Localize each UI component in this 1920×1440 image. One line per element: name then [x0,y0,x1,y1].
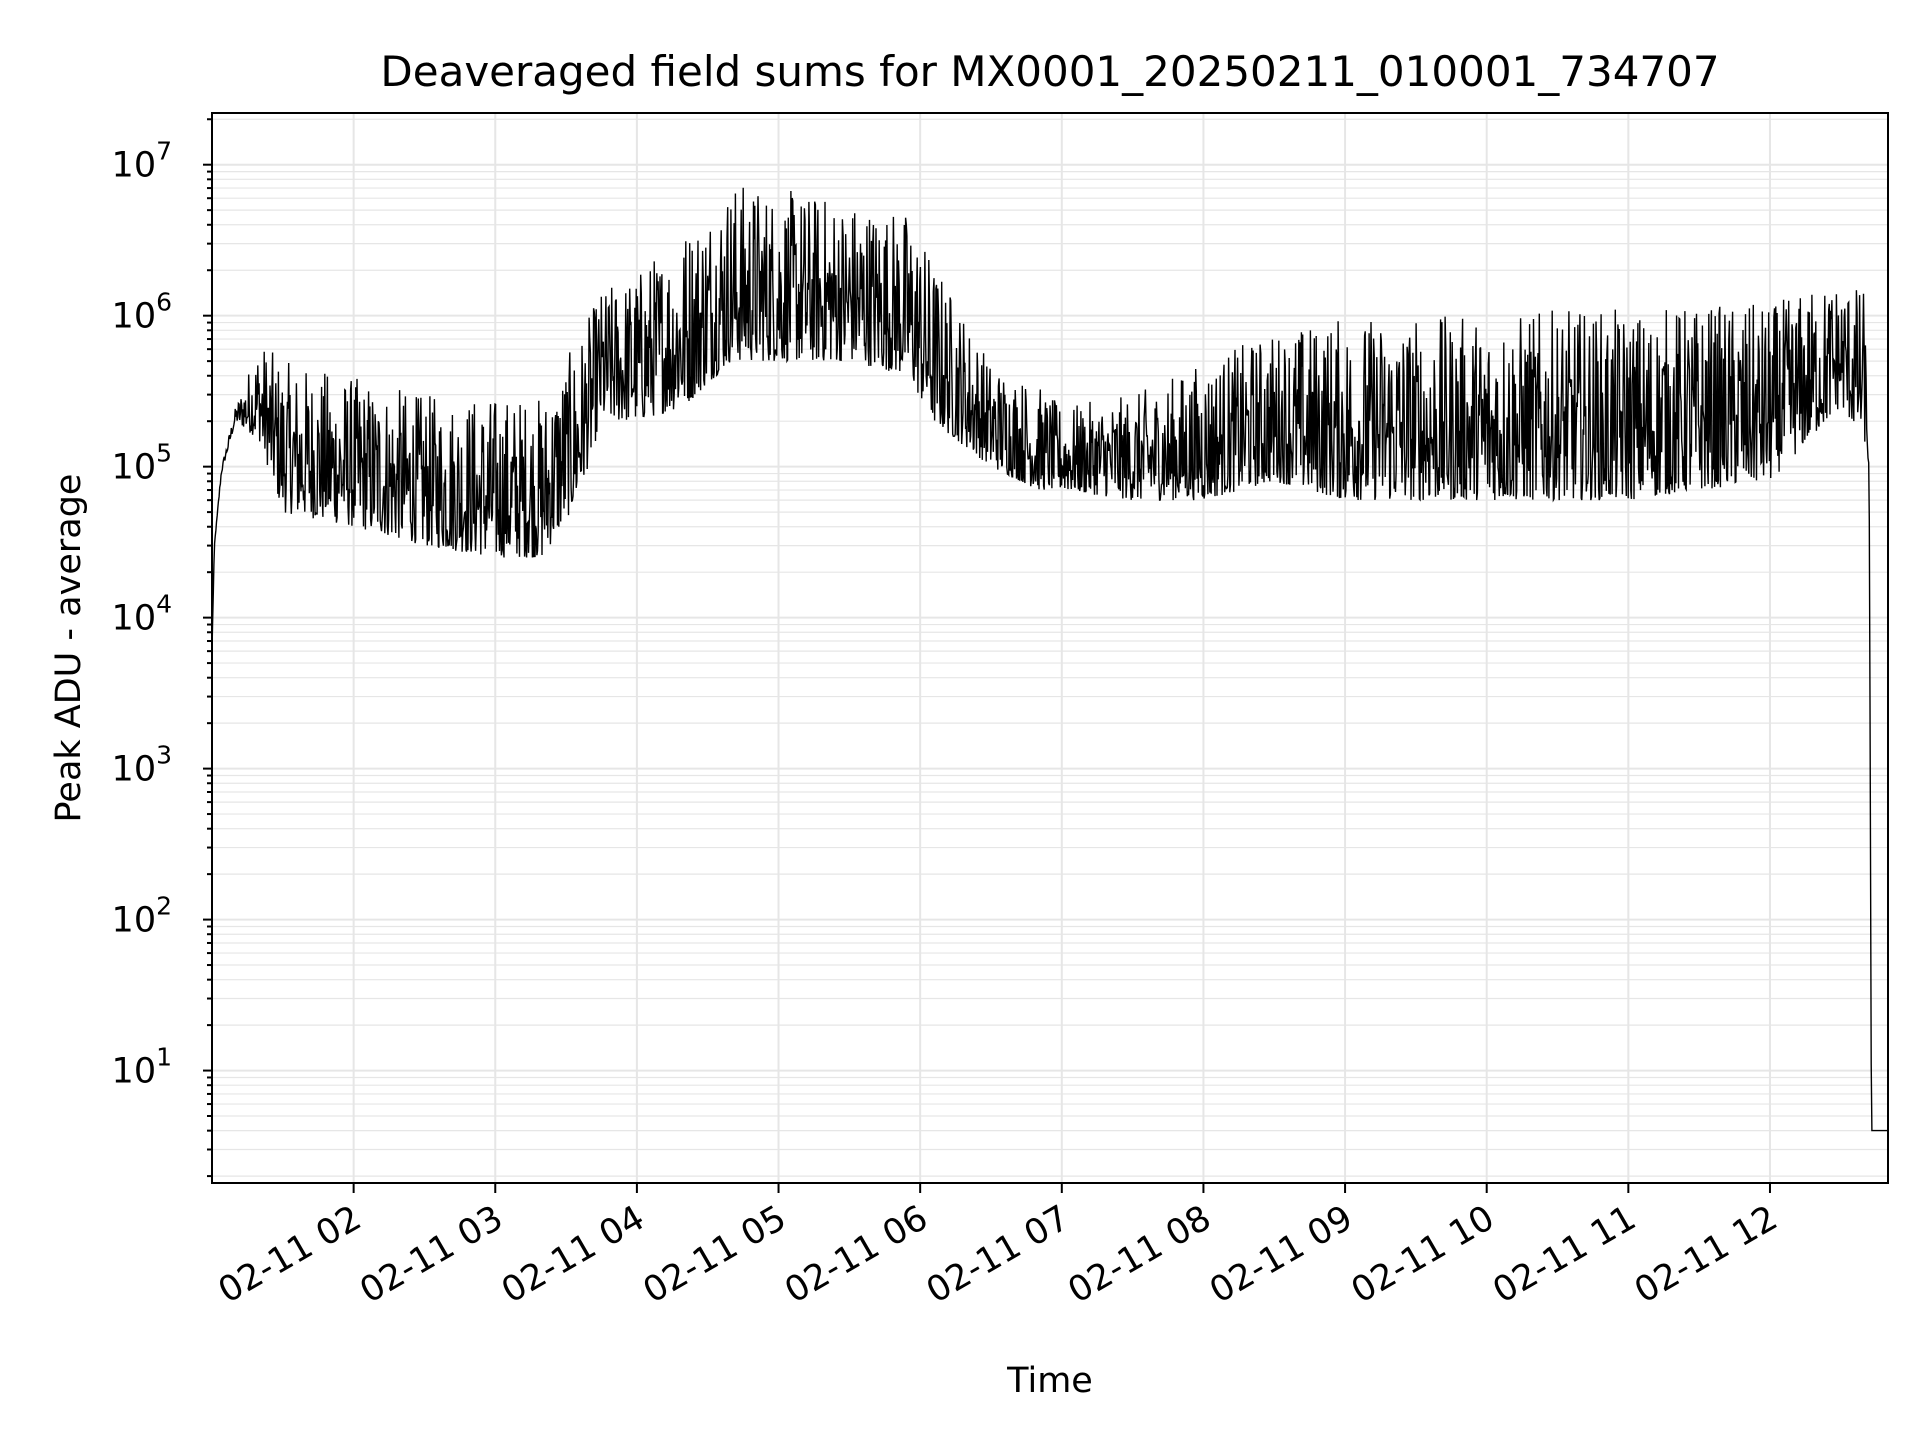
series-layer [211,187,1888,1132]
y-tick-label: 102 [112,892,172,941]
y-tick-label: 105 [112,439,172,488]
y-tick-label: 104 [112,590,172,639]
y-tick-label: 101 [112,1043,172,1092]
y-axis: 101 102 103 104 105 106 107 [112,118,212,1178]
y-tick-label: 103 [112,741,172,790]
plot-frame [211,112,1889,1184]
x-axis-label: Time [1006,1361,1093,1401]
series-line [211,187,1888,1132]
y-tick-label: 106 [112,288,172,337]
chart-title: Deaveraged field sums for MX0001_2025021… [380,47,1719,96]
y-tick-label: 107 [112,137,172,186]
y-axis-label: Peak ADU - average [49,474,89,823]
grid [212,113,1888,1183]
